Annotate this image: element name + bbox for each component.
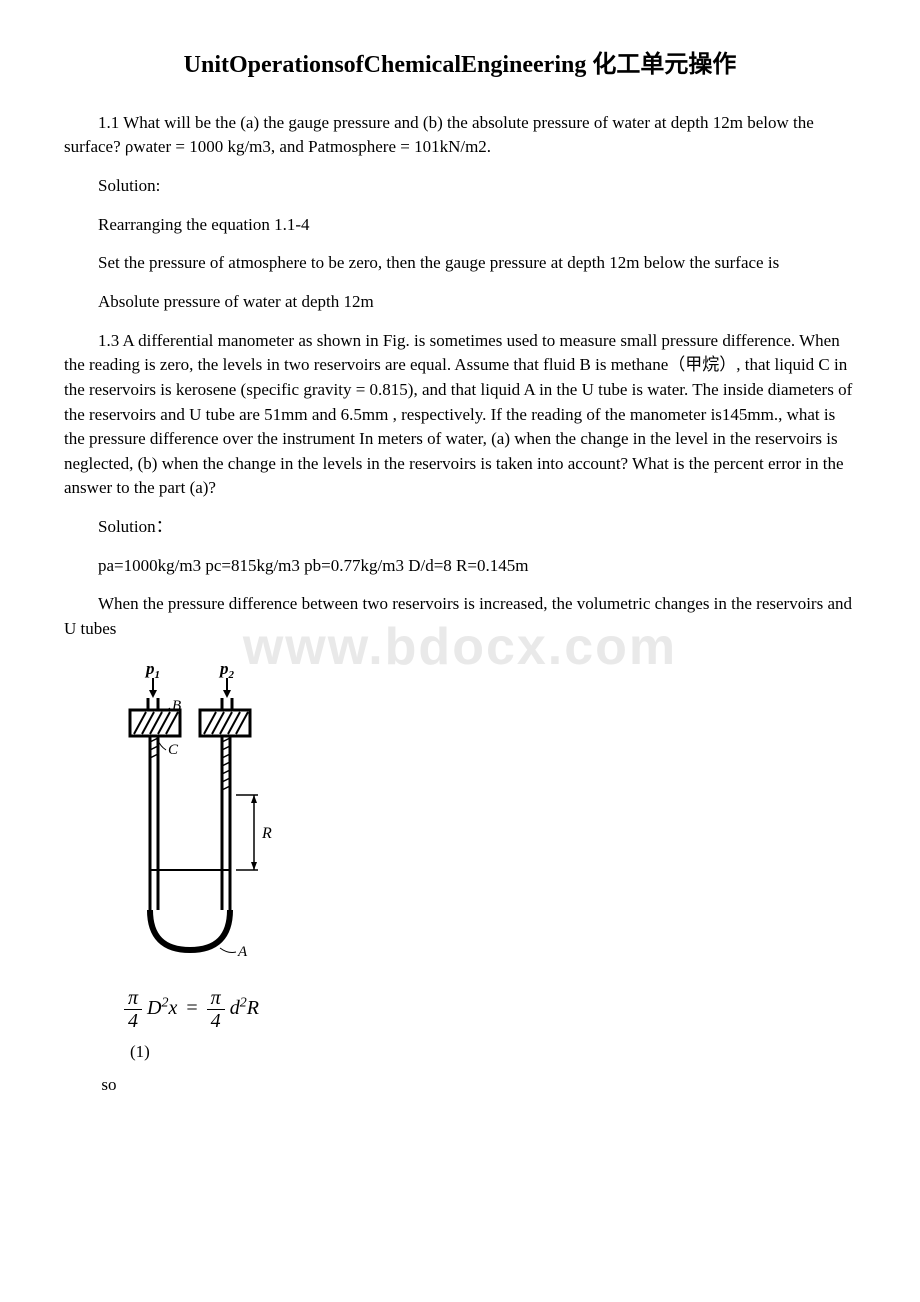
problem-1-3: 1.3 A differential manometer as shown in…	[64, 329, 856, 501]
set-pressure-line: Set the pressure of atmosphere to be zer…	[64, 251, 856, 276]
eq-R: R	[247, 997, 259, 1019]
solution-label-2: Solution：	[64, 515, 856, 540]
eq-four-1: 4	[124, 1010, 142, 1032]
manometer-svg: p1 p2 B	[128, 660, 298, 970]
eq-x: x	[168, 997, 177, 1019]
solution-label-1: Solution:	[64, 174, 856, 199]
svg-text:p2: p2	[218, 660, 235, 681]
svg-text:A: A	[237, 944, 248, 960]
page-title: UnitOperationsofChemicalEngineering 化工单元…	[64, 48, 856, 83]
eq-pi-1: π	[124, 987, 142, 1010]
svg-text:C: C	[168, 742, 179, 758]
svg-text:R: R	[261, 825, 272, 842]
equation-number-1: (1)	[130, 1040, 856, 1065]
svg-text:p1: p1	[144, 660, 160, 681]
so-line: so	[64, 1073, 856, 1098]
eq-equals: =	[182, 997, 201, 1019]
eq-d: d	[230, 997, 240, 1019]
absolute-pressure-line: Absolute pressure of water at depth 12m	[64, 290, 856, 315]
rearranging-line: Rearranging the equation 1.1-4	[64, 213, 856, 238]
given-values: pa=1000kg/m3 pc=815kg/m3 pb=0.77kg/m3 D/…	[64, 554, 856, 579]
eq-D: D	[147, 997, 161, 1019]
eq-four-2: 4	[207, 1010, 225, 1032]
manometer-figure: p1 p2 B	[128, 660, 856, 978]
page-content: UnitOperationsofChemicalEngineering 化工单元…	[64, 48, 856, 1098]
volumetric-change-line: When the pressure difference between two…	[64, 592, 856, 641]
eq-pi-2: π	[207, 987, 225, 1010]
eq-d-sq: 2	[240, 996, 247, 1011]
volume-equation: π 4 D2x = π 4 d2R	[124, 987, 856, 1032]
problem-1-1: 1.1 What will be the (a) the gauge press…	[64, 111, 856, 160]
